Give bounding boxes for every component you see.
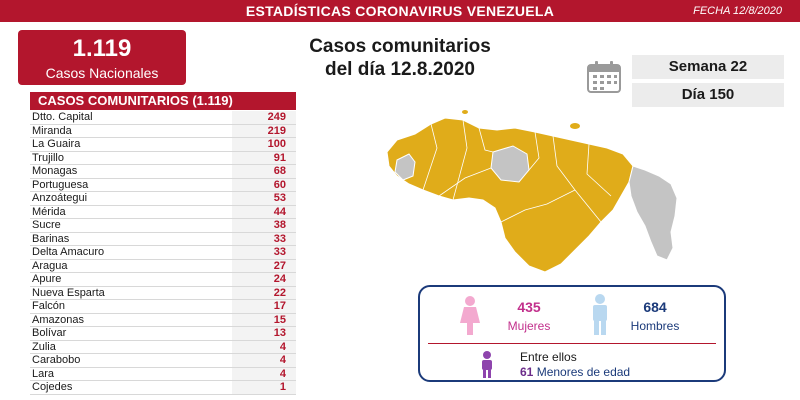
state-cases: 33 <box>232 246 296 259</box>
state-row: Dtto. Capital 249 <box>30 111 296 125</box>
venezuela-map <box>386 110 678 273</box>
state-name: Zulia <box>32 340 56 353</box>
state-row: Lara 4 <box>30 367 296 381</box>
day-box: Día 150 <box>632 83 784 107</box>
state-cases: 53 <box>232 192 296 205</box>
state-cases: 13 <box>232 327 296 340</box>
state-row: Sucre 38 <box>30 219 296 233</box>
state-row: Cojedes 1 <box>30 381 296 395</box>
state-cases-list: Dtto. Capital 249 Miranda 219 La Guaira 100 Tr… <box>30 111 296 395</box>
state-name: Monagas <box>32 165 78 177</box>
state-row: Portuguesa 60 <box>30 178 296 192</box>
state-name: Nueva Esparta <box>32 286 105 299</box>
state-row: Bolívar 13 <box>30 327 296 341</box>
state-cases: 60 <box>232 178 296 191</box>
men-label: Hombres <box>630 319 680 333</box>
state-name: Portuguesa <box>32 178 89 191</box>
state-cases: 249 <box>232 111 296 124</box>
top-banner: ESTADÍSTICAS CORONAVIRUS VENEZUELA FECHA… <box>0 0 800 22</box>
state-cases: 38 <box>232 219 296 232</box>
community-cases-header: CASOS COMUNITARIOS (1.119) <box>30 92 296 110</box>
state-cases: 27 <box>232 259 296 272</box>
state-name: La Guaira <box>32 138 81 150</box>
state-name: Falcón <box>32 300 66 312</box>
national-total-value: 1.119 <box>72 35 132 62</box>
state-row: Falcón 17 <box>30 300 296 314</box>
state-row: Apure 24 <box>30 273 296 287</box>
state-cases: 4 <box>232 340 296 353</box>
state-cases: 4 <box>232 354 296 367</box>
minors-title: Entre ellos <box>520 350 577 364</box>
demographics-panel: 435 Mujeres 684 Hombres Entre ellos 61 M… <box>418 285 726 382</box>
child-figure-icon <box>482 351 492 378</box>
state-cases: 24 <box>232 273 296 286</box>
state-row: Nueva Esparta 22 <box>30 286 296 300</box>
headline-line-2: del día 12.8.2020 <box>325 59 475 80</box>
state-name: Carabobo <box>32 354 81 366</box>
state-row: Amazonas 15 <box>30 313 296 327</box>
banner-title: ESTADÍSTICAS CORONAVIRUS VENEZUELA <box>245 3 555 19</box>
map-unaffected-region-center <box>490 145 530 183</box>
map-unaffected-region-west <box>394 153 416 181</box>
minors-count: 61 <box>520 365 534 379</box>
state-name: Apure <box>32 273 62 285</box>
state-name: Cojedes <box>32 381 73 393</box>
state-row: Delta Amacuro 33 <box>30 246 296 260</box>
state-row: Zulia 4 <box>30 340 296 354</box>
state-row: Monagas 68 <box>30 165 296 179</box>
state-name: Mérida <box>32 205 66 218</box>
state-row: La Guaira 100 <box>30 138 296 152</box>
state-name: Trujillo <box>32 151 64 164</box>
state-name: Barinas <box>32 232 70 245</box>
state-cases: 100 <box>232 138 296 151</box>
state-cases: 1 <box>232 381 296 394</box>
state-cases: 17 <box>232 300 296 313</box>
state-row: Mérida 44 <box>30 205 296 219</box>
calendar-icon <box>587 61 621 93</box>
state-row: Aragua 27 <box>30 259 296 273</box>
state-name: Bolívar <box>32 327 67 339</box>
state-row: Miranda 219 <box>30 124 296 138</box>
state-cases: 219 <box>232 124 296 137</box>
state-name: Anzoátegui <box>32 192 88 204</box>
map-island <box>462 110 468 114</box>
state-cases: 15 <box>232 313 296 326</box>
state-name: Amazonas <box>32 313 84 326</box>
state-cases: 91 <box>232 151 296 164</box>
state-cases: 22 <box>232 286 296 299</box>
national-total-label: Casos Nacionales <box>45 65 159 81</box>
page-headline: Casos comunitarios del día 12.8.2020 <box>270 35 530 81</box>
state-name: Miranda <box>32 124 72 137</box>
week-box: Semana 22 <box>632 55 784 79</box>
state-row: Carabobo 4 <box>30 354 296 368</box>
state-row: Anzoátegui 53 <box>30 192 296 206</box>
state-row: Barinas 33 <box>30 232 296 246</box>
state-name: Aragua <box>32 259 68 272</box>
state-cases: 4 <box>232 367 296 380</box>
banner-date: FECHA 12/8/2020 <box>693 5 782 17</box>
state-cases: 33 <box>232 232 296 245</box>
state-row: Trujillo 91 <box>30 151 296 165</box>
minors-line: 61 Menores de edad <box>520 365 630 379</box>
women-count: 435 <box>517 299 541 315</box>
male-figure-icon <box>593 294 607 335</box>
minors-label: Menores de edad <box>536 365 631 379</box>
state-name: Delta Amacuro <box>32 246 105 258</box>
state-name: Lara <box>32 367 55 380</box>
women-label: Mujeres <box>507 319 551 333</box>
map-island <box>570 123 580 129</box>
state-name: Sucre <box>32 219 61 231</box>
female-figure-icon <box>460 296 480 335</box>
demographics-divider <box>428 343 716 344</box>
headline-line-1: Casos comunitarios <box>309 36 491 57</box>
state-cases: 44 <box>232 205 296 218</box>
map-unaffected-region-east <box>628 165 678 261</box>
map-affected-region <box>386 117 634 273</box>
state-name: Dtto. Capital <box>32 111 93 123</box>
men-count: 684 <box>643 299 667 315</box>
national-total-box: 1.119 Casos Nacionales <box>18 30 186 85</box>
state-cases: 68 <box>232 165 296 178</box>
